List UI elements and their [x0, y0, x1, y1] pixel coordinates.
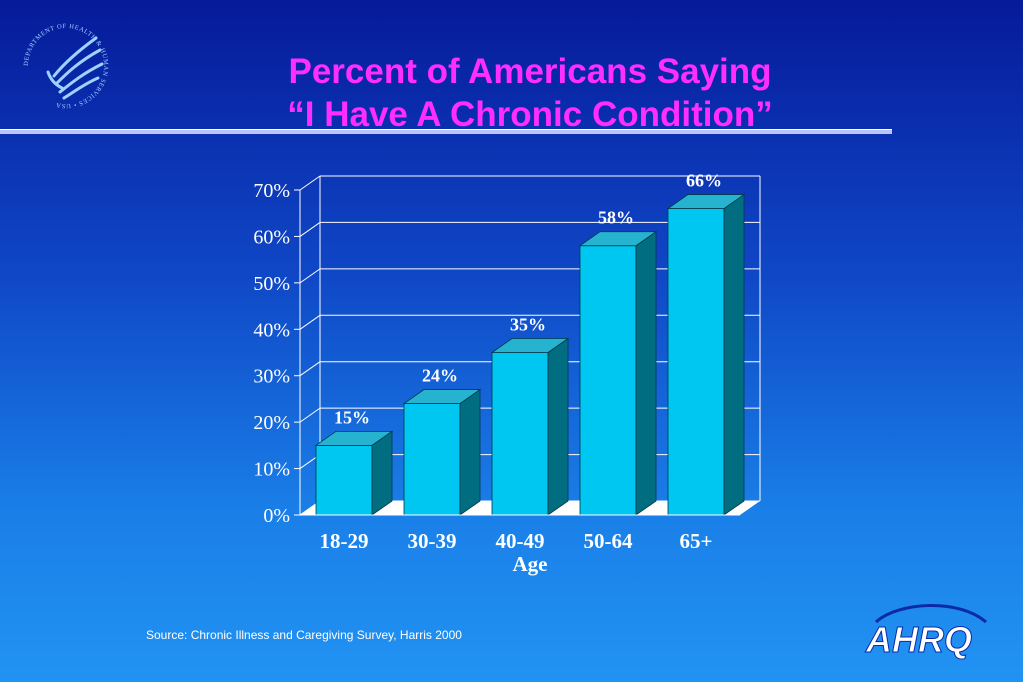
y-tick-label: 70%: [253, 180, 290, 202]
bar-data-label: 35%: [510, 315, 546, 335]
bar-front: [403, 403, 461, 516]
bar-top: [490, 338, 570, 353]
title-line-2: “I Have A Chronic Condition”: [287, 95, 773, 134]
x-tick-label: 65+: [680, 529, 713, 553]
slide-title: Percent of Americans Saying “I Have A Ch…: [180, 50, 880, 136]
gridline-side: [299, 268, 321, 284]
gridline-side: [299, 222, 321, 237]
y-tick-label: 40%: [253, 319, 290, 341]
bar-side: [635, 230, 657, 516]
x-tick-label: 18-29: [320, 529, 369, 553]
x-axis-title: Age: [513, 552, 548, 576]
bar-data-label: 15%: [334, 407, 370, 427]
hhs-seal-logo: DEPARTMENT OF HEALTH & HUMAN SERVICES • …: [23, 23, 109, 109]
bar-top: [402, 389, 482, 404]
bar-front: [315, 444, 373, 516]
bar-side: [371, 430, 393, 516]
bar-data-label: 58%: [598, 208, 634, 228]
title-divider: [0, 129, 892, 134]
ahrq-logo: AHRQ: [865, 604, 987, 661]
y-tick-label: 60%: [253, 226, 290, 248]
bar-side: [547, 337, 569, 516]
bar-front: [579, 245, 637, 516]
y-tick-label: 30%: [253, 366, 290, 388]
gridline-side: [299, 361, 321, 377]
ahrq-logo-text: AHRQ: [865, 619, 972, 660]
source-note: Source: Chronic Illness and Caregiving S…: [146, 628, 462, 642]
x-tick-label: 50-64: [584, 529, 633, 553]
y-tick-label: 10%: [253, 459, 290, 481]
x-tick-label: 30-39: [408, 529, 457, 553]
bar-data-label: 66%: [686, 171, 722, 191]
eagle-icon: [46, 36, 104, 100]
bar-side: [459, 388, 481, 516]
bar-front: [667, 208, 725, 516]
gridline-side: [299, 314, 321, 330]
bar-side: [723, 193, 745, 516]
y-tick-label: 20%: [253, 412, 290, 434]
title-line-1: Percent of Americans Saying: [288, 52, 772, 91]
gridline-side: [299, 175, 321, 191]
bar-front: [491, 352, 549, 516]
bar-top: [666, 194, 746, 209]
bar-top: [578, 231, 658, 247]
y-tick-label: 0%: [263, 505, 290, 527]
y-tick-label: 50%: [253, 273, 290, 295]
bar-data-label: 24%: [422, 366, 458, 386]
x-tick-label: 40-49: [496, 529, 545, 553]
gridline-side: [299, 407, 321, 423]
bar-top: [314, 430, 394, 446]
